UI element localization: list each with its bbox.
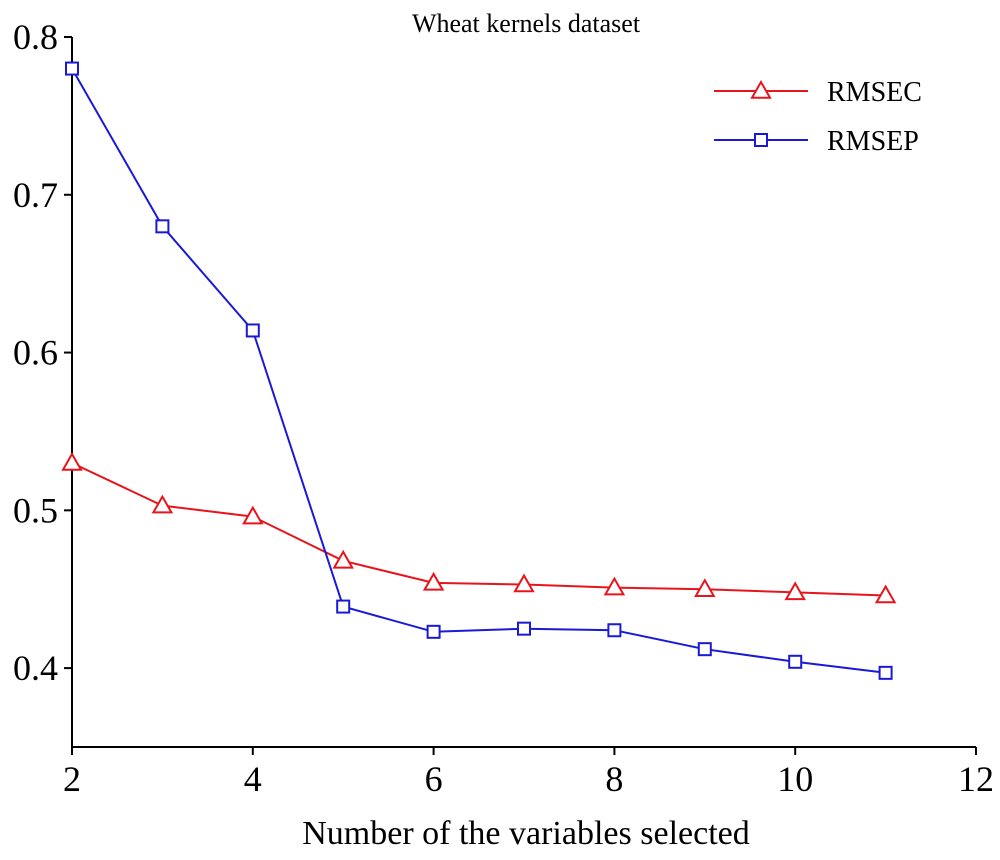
data-point-rmsec <box>603 576 626 596</box>
data-point-rmsep <box>245 323 260 338</box>
x-axis-label: Number of the variables selected <box>302 815 749 852</box>
data-point-rmsec <box>874 584 897 604</box>
x-tick-label: 4 <box>244 759 262 799</box>
data-point-rmsec <box>242 505 264 525</box>
y-tick-label: 0.8 <box>13 17 58 57</box>
data-point-rmsep <box>697 642 712 657</box>
x-tick-label: 12 <box>958 759 994 799</box>
chart-title: Wheat kernels dataset <box>412 9 641 38</box>
axes: 0.4 0.5 0.6 0.7 0.8 2 4 6 8 10 12 <box>13 17 994 799</box>
legend-marker <box>750 79 772 99</box>
x-tick-label: 10 <box>777 759 813 799</box>
x-tick-label: 2 <box>63 759 81 799</box>
x-tick-label: 6 <box>425 759 443 799</box>
data-point-rmsep <box>878 665 893 680</box>
series-layer <box>61 61 897 680</box>
data-point-rmsec <box>513 573 535 593</box>
legend-label: RMSEP <box>827 126 919 157</box>
data-point-rmsec <box>61 451 83 471</box>
y-tick-label: 0.6 <box>13 333 58 373</box>
legend-marker <box>754 133 768 147</box>
y-tick-label: 0.7 <box>13 175 58 215</box>
data-point-rmsec <box>151 494 174 514</box>
y-tick-label: 0.4 <box>13 648 58 688</box>
series-line-rmsep <box>71 68 886 674</box>
x-tick-label: 8 <box>605 759 623 799</box>
data-point-rmsep <box>607 623 622 638</box>
data-point-rmsep <box>517 621 531 636</box>
data-point-rmsep <box>65 61 79 76</box>
data-point-rmsep <box>426 624 441 639</box>
data-point-rmsep <box>336 599 351 614</box>
data-point-rmsep <box>155 219 170 234</box>
legend: RMSEC RMSEP <box>714 77 922 157</box>
y-tick-label: 0.5 <box>13 490 58 530</box>
data-point-rmsep <box>788 654 803 669</box>
data-point-rmsec <box>784 581 806 601</box>
series-line-rmsec <box>71 462 886 597</box>
data-point-rmsec <box>694 578 716 597</box>
legend-label: RMSEC <box>827 77 922 108</box>
series-rmsep <box>65 61 893 680</box>
legend-item-rmsep: RMSEP <box>714 126 919 157</box>
legend-item-rmsec: RMSEC <box>714 77 922 108</box>
series-rmsec <box>61 451 897 604</box>
data-point-rmsec <box>332 549 354 569</box>
data-point-rmsec <box>422 571 445 591</box>
